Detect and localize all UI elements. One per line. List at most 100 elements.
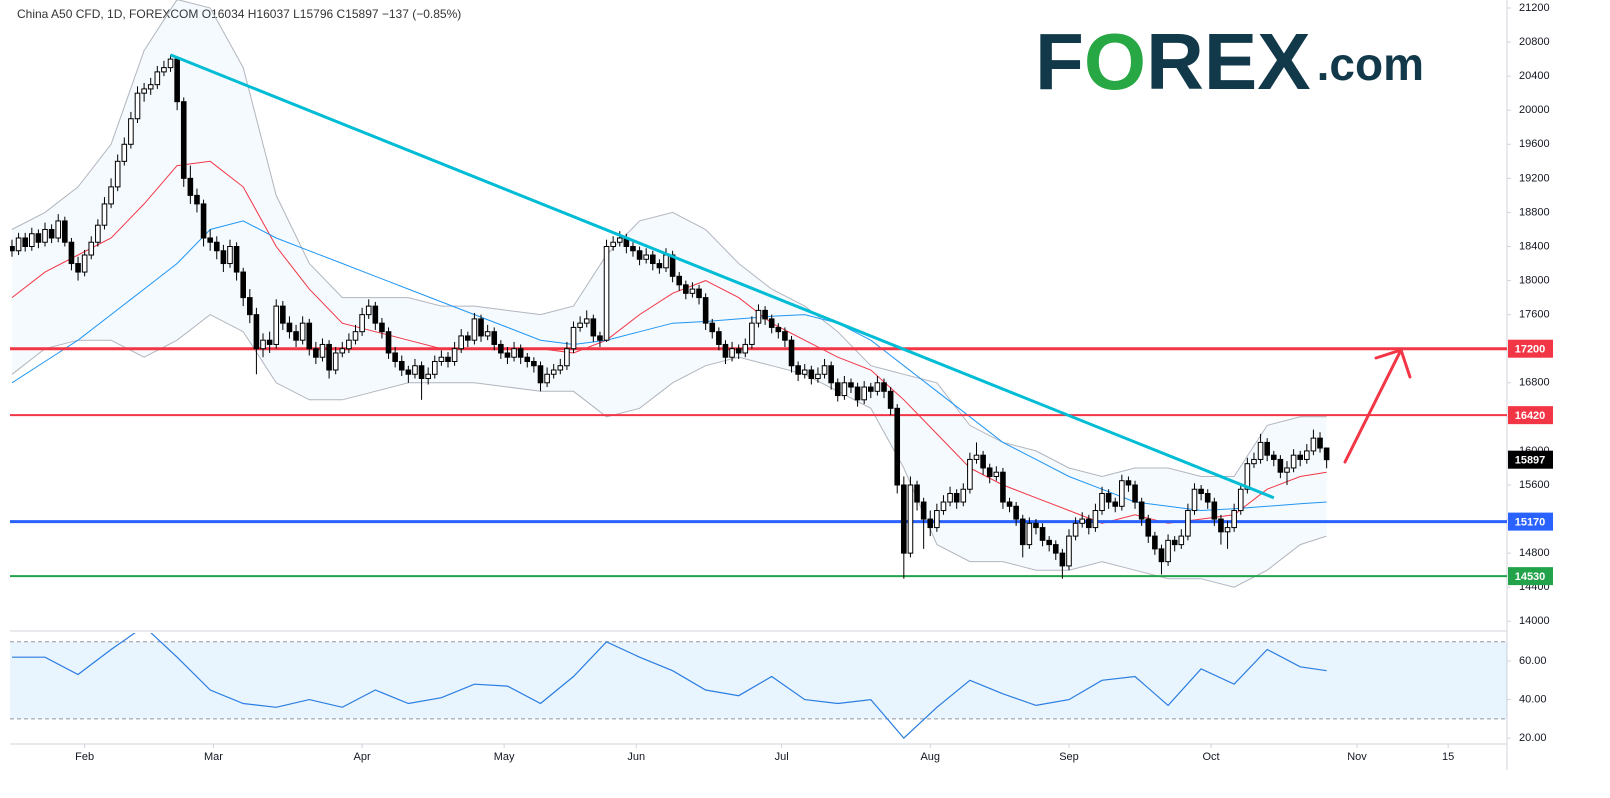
x-tick-label: 15 [1442, 751, 1454, 763]
candle-body [35, 233, 42, 243]
candle-body [1072, 522, 1079, 537]
last-price-label: 15897 [1515, 455, 1546, 467]
candle-body [491, 331, 498, 345]
candle-body [187, 177, 194, 196]
candle-body [128, 118, 134, 145]
x-tick-label: Sep [1059, 751, 1079, 763]
candle-body [782, 331, 788, 341]
candle-body [1019, 518, 1026, 546]
y-tick-label: 18000 [1519, 274, 1550, 286]
candle-body [861, 386, 867, 401]
candle-body [260, 339, 266, 350]
candle-body [1191, 488, 1198, 512]
candle-body [247, 297, 253, 316]
candle-body [1198, 488, 1204, 495]
candle-body [934, 510, 940, 529]
candle-body [610, 241, 616, 247]
candle-body [735, 348, 742, 354]
candle-body [749, 322, 755, 345]
candle-body [993, 471, 1000, 477]
level-label-box [1508, 406, 1553, 425]
candle-body [590, 318, 597, 337]
candle-body [1145, 518, 1152, 537]
candle-body [1257, 441, 1264, 460]
candle-body [280, 305, 286, 324]
candle-body [332, 352, 339, 371]
candle-body [10, 245, 15, 252]
bollinger-lower [11, 314, 1327, 588]
candle-body [643, 254, 649, 260]
candle-body [141, 88, 147, 94]
candle-body [1000, 471, 1006, 503]
candle-body [1224, 527, 1231, 533]
candle-body [346, 339, 352, 350]
candle-body [636, 250, 643, 260]
candle-body [445, 356, 451, 362]
candle-body [1026, 522, 1033, 546]
candle-body [564, 348, 570, 367]
candle-body [101, 203, 108, 226]
candle-body [940, 501, 947, 512]
candle-body [755, 309, 762, 324]
candle-body [881, 382, 887, 392]
candle-body [953, 493, 960, 503]
candle-body [907, 484, 914, 554]
x-tick-label: Oct [1202, 751, 1219, 763]
y-tick-label: 14800 [1519, 547, 1550, 559]
candle-body [867, 386, 874, 392]
candle-body [1052, 544, 1059, 554]
candle-body [42, 228, 48, 243]
candle-body [412, 365, 418, 375]
level-label-box [1508, 567, 1553, 586]
candle-body [22, 237, 28, 247]
x-tick-label: Jul [775, 751, 789, 763]
candle-body [319, 343, 326, 358]
candle-body [537, 365, 544, 384]
y-tick-label: 19600 [1519, 138, 1550, 150]
candle-body [299, 322, 306, 341]
y-tick-label: 14000 [1519, 615, 1550, 627]
candle-body [306, 322, 313, 350]
y-tick-label: 60.00 [1519, 655, 1547, 667]
candle-body [220, 250, 227, 265]
candle-body [180, 101, 187, 179]
candle-body [1006, 501, 1013, 507]
candle-body [1112, 501, 1119, 507]
candle-body [1013, 505, 1019, 520]
candle-body [887, 390, 894, 409]
candle-body [1086, 518, 1092, 529]
candle-body [1317, 437, 1323, 449]
candle-body [1158, 548, 1165, 563]
x-tick-label: Jun [627, 751, 645, 763]
candle-body [1185, 510, 1191, 537]
x-tick-label: Nov [1347, 751, 1367, 763]
candle-body [722, 343, 729, 358]
candle-body [167, 58, 174, 69]
candle-body [1290, 454, 1297, 469]
candle-body [616, 237, 623, 243]
y-tick-label: 20000 [1519, 104, 1550, 116]
candle-body [768, 318, 775, 328]
candle-body [405, 369, 412, 375]
candle-body [68, 241, 75, 265]
candle-body [147, 84, 154, 90]
y-tick-label: 20.00 [1519, 732, 1547, 744]
candle-body [920, 501, 927, 520]
candle-body [834, 382, 841, 397]
candle-body [683, 284, 689, 294]
candle-body [1033, 522, 1039, 529]
candle-body [1277, 458, 1284, 473]
candle-body [81, 254, 88, 273]
bollinger-upper [11, 0, 1327, 478]
candle-body [29, 233, 35, 247]
logo-part: .com [1317, 38, 1424, 90]
candle-body [200, 203, 207, 239]
candle-body [788, 339, 795, 367]
candle-body [973, 454, 980, 460]
logo: FOREX .com [1035, 17, 1424, 106]
candle-body [696, 288, 702, 299]
candle-body [550, 369, 557, 375]
rsi-band [10, 641, 1507, 719]
level-label: 17200 [1515, 344, 1546, 356]
